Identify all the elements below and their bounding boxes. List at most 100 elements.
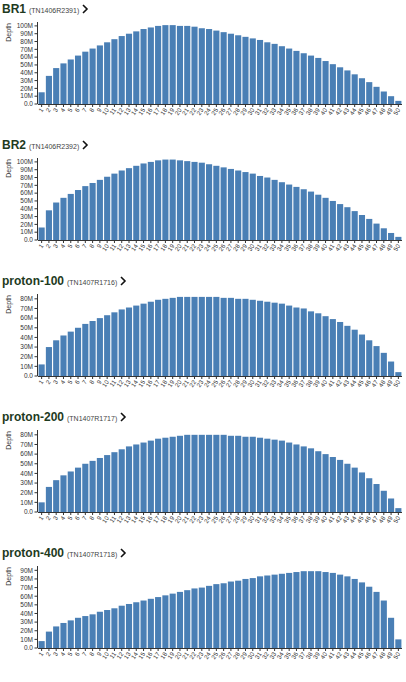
bar[interactable] [315,195,321,240]
bar[interactable] [68,620,74,648]
bar[interactable] [330,457,336,512]
bar[interactable] [264,575,270,648]
bar[interactable] [228,34,234,104]
bar[interactable] [126,168,132,240]
bar[interactable] [366,587,372,648]
bar[interactable] [155,439,161,512]
bar[interactable] [126,34,132,104]
bar[interactable] [213,297,219,376]
bar[interactable] [133,602,139,648]
bar[interactable] [381,353,387,376]
bar[interactable] [68,194,74,240]
bar[interactable] [366,340,372,376]
bar[interactable] [388,96,394,104]
title[interactable]: proton-200 [2,410,64,424]
bar[interactable] [279,441,285,512]
bar[interactable] [206,435,212,512]
bar[interactable] [301,446,307,512]
bar[interactable] [119,606,125,648]
bar[interactable] [148,27,154,104]
bar[interactable] [286,306,292,376]
bar[interactable] [162,438,168,512]
bar[interactable] [75,190,81,240]
bar[interactable] [250,578,256,648]
bar[interactable] [39,641,45,648]
bar[interactable] [90,49,96,104]
bar[interactable] [213,166,219,240]
bar[interactable] [228,582,234,648]
bar[interactable] [228,436,234,512]
bar[interactable] [352,468,358,512]
bar[interactable] [184,297,190,376]
bar[interactable] [141,443,147,512]
bar[interactable] [221,32,227,104]
bar[interactable] [228,169,234,240]
bar[interactable] [395,237,401,240]
bar[interactable] [330,573,336,648]
bar[interactable] [330,64,336,104]
bar[interactable] [293,308,299,376]
bar[interactable] [199,297,205,376]
bar[interactable] [177,160,183,240]
link-arrow[interactable] [119,548,127,558]
bar[interactable] [301,53,307,104]
bar[interactable] [133,444,139,512]
bar[interactable] [381,228,387,240]
bar[interactable] [170,160,176,240]
bar[interactable] [155,597,161,648]
bar[interactable] [191,27,197,104]
bar[interactable] [286,49,292,104]
bar[interactable] [388,362,394,376]
bar[interactable] [191,435,197,512]
bar[interactable] [228,298,234,376]
bar[interactable] [373,224,379,240]
bar[interactable] [53,626,59,648]
bar[interactable] [75,468,81,512]
bar[interactable] [242,299,248,376]
bar[interactable] [250,437,256,512]
bar[interactable] [301,308,307,376]
bar[interactable] [111,452,117,512]
bar[interactable] [141,29,147,104]
link-arrow[interactable] [119,276,127,286]
bar[interactable] [352,330,358,376]
bar[interactable] [235,170,241,240]
bar[interactable] [257,438,263,512]
bar[interactable] [104,455,110,512]
bar[interactable] [104,610,110,648]
bar[interactable] [141,601,147,648]
link-arrow[interactable] [81,140,89,150]
bar[interactable] [60,623,66,648]
bar[interactable] [395,508,401,512]
bar[interactable] [323,454,329,512]
bar[interactable] [82,186,88,240]
bar[interactable] [82,464,88,512]
bar[interactable] [337,460,343,512]
bar[interactable] [97,45,103,104]
bar[interactable] [373,592,379,648]
bar[interactable] [344,207,350,240]
bar[interactable] [184,590,190,648]
title[interactable]: proton-100 [2,274,64,288]
bar[interactable] [381,491,387,512]
bar[interactable] [235,436,241,512]
bar[interactable] [46,76,52,104]
bar[interactable] [264,302,270,376]
bar[interactable] [82,324,88,376]
bar[interactable] [170,437,176,512]
bar[interactable] [162,595,168,648]
bar[interactable] [68,59,74,104]
bar[interactable] [301,571,307,648]
bar[interactable] [264,42,270,104]
bar[interactable] [53,203,59,240]
bar[interactable] [162,25,168,104]
bar[interactable] [257,40,263,104]
bar[interactable] [206,297,212,376]
bar[interactable] [177,436,183,512]
bar[interactable] [359,78,365,104]
bar[interactable] [264,178,270,240]
link-arrow[interactable] [119,412,127,422]
bar[interactable] [75,328,81,376]
bar[interactable] [126,604,132,648]
bar[interactable] [235,581,241,648]
